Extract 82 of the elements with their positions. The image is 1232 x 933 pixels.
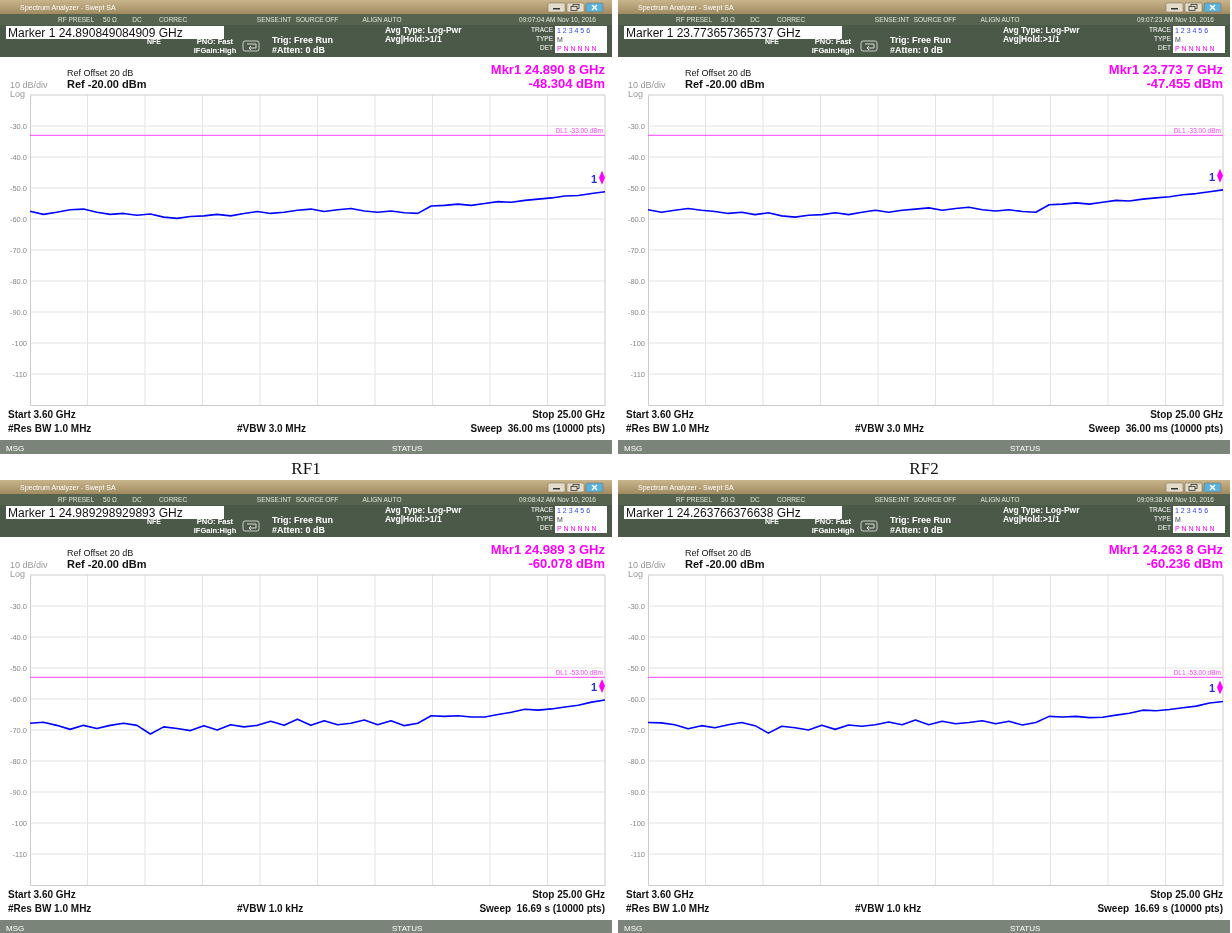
text: Stop 25.00 GHz	[532, 889, 605, 900]
text: Start 3.60 GHz	[626, 409, 694, 420]
text: -60.078 dBm	[528, 556, 605, 571]
text: STATUS	[1010, 924, 1041, 933]
line-series	[647, 189, 1224, 218]
text: #VBW 1.0 kHz	[855, 903, 922, 914]
text: Mkr1 24.890 8 GHz	[490, 62, 606, 77]
text: Log	[628, 569, 644, 579]
text: Log	[10, 89, 26, 99]
text: STATUS	[392, 444, 423, 453]
text: #Res BW 1.0 MHz	[626, 423, 710, 434]
text: Ref Offset 20 dB	[685, 548, 752, 558]
text: MSG	[6, 924, 25, 933]
text: 10 dB/div	[10, 80, 49, 90]
text: -47.455 dBm	[1146, 76, 1223, 91]
text: Ref Offset 20 dB	[67, 548, 134, 558]
text: Marker 1 24.890849084909 GHz	[8, 26, 183, 40]
text: #VBW 3.0 MHz	[237, 423, 306, 434]
text: -48.304 dBm	[528, 76, 605, 91]
text: Ref -20.00 dBm	[685, 558, 765, 570]
text: Trig: Free Run	[890, 35, 952, 45]
text: MSG	[624, 924, 643, 933]
text: 10 dB/div	[10, 560, 49, 570]
text: MSG	[624, 444, 643, 453]
text: Trig: Free Run	[272, 35, 334, 45]
line-series	[29, 699, 606, 735]
text: Log	[628, 89, 644, 99]
annotation: 1	[1208, 170, 1215, 183]
text: Trig: Free Run	[272, 515, 334, 525]
text: Avg|Hold:>1/1	[385, 34, 442, 44]
text: Mkr1 23.773 7 GHz	[1108, 62, 1224, 77]
text: Log	[10, 569, 26, 579]
text: #VBW 3.0 MHz	[855, 423, 924, 434]
text: Mkr1 24.989 3 GHz	[490, 542, 606, 557]
text: Avg|Hold:>1/1	[1003, 34, 1060, 44]
text: Avg|Hold:>1/1	[385, 514, 442, 524]
text: #Res BW 1.0 MHz	[8, 903, 92, 914]
line-series	[647, 700, 1224, 734]
text: STATUS	[1010, 444, 1041, 453]
text: Stop 25.00 GHz	[532, 409, 605, 420]
text: Sweep 36.00 ms (10000 pts)	[470, 423, 605, 434]
text: #Atten: 0 dB	[890, 45, 944, 55]
text: Stop 25.00 GHz	[1150, 889, 1223, 900]
text: -60.236 dBm	[1146, 556, 1223, 571]
text: Ref -20.00 dBm	[67, 78, 147, 90]
text: #Atten: 0 dB	[272, 525, 326, 535]
text: Ref Offset 20 dB	[67, 68, 134, 78]
text: Marker 1 23.773657365737 GHz	[626, 26, 801, 40]
text: Start 3.60 GHz	[8, 889, 76, 900]
text: Sweep 16.69 s (10000 pts)	[479, 903, 605, 914]
text: Trig: Free Run	[890, 515, 952, 525]
text: Avg Type: Log-Pwr	[385, 25, 463, 35]
annotation: 1	[1208, 682, 1215, 695]
text: Ref Offset 20 dB	[685, 68, 752, 78]
text: Avg Type: Log-Pwr	[1003, 25, 1081, 35]
text: Marker 1 24.263766376638 GHz	[626, 506, 801, 520]
text: STATUS	[392, 924, 423, 933]
text: Avg Type: Log-Pwr	[1003, 505, 1081, 515]
text: 10 dB/div	[628, 80, 667, 90]
text: Ref -20.00 dBm	[685, 78, 765, 90]
text: Sweep 16.69 s (10000 pts)	[1097, 903, 1223, 914]
text: Avg Type: Log-Pwr	[385, 505, 463, 515]
text: 10 dB/div	[628, 560, 667, 570]
text: Avg|Hold:>1/1	[1003, 514, 1060, 524]
text: RF2	[909, 459, 939, 478]
text: #Res BW 1.0 MHz	[8, 423, 92, 434]
text: MSG	[6, 444, 25, 453]
text: Sweep 36.00 ms (10000 pts)	[1088, 423, 1223, 434]
text: Marker 1 24.989298929893 GHz	[8, 506, 183, 520]
text: #Atten: 0 dB	[272, 45, 326, 55]
text: Stop 25.00 GHz	[1150, 409, 1223, 420]
text: Start 3.60 GHz	[626, 889, 694, 900]
text: #VBW 1.0 kHz	[237, 903, 304, 914]
text: #Atten: 0 dB	[890, 525, 944, 535]
text: Start 3.60 GHz	[8, 409, 76, 420]
text: Ref -20.00 dBm	[67, 558, 147, 570]
line-series	[29, 190, 606, 220]
annotation: 1	[590, 680, 597, 693]
text: Mkr1 24.263 8 GHz	[1108, 542, 1224, 557]
text: #Res BW 1.0 MHz	[626, 903, 710, 914]
annotation: 1	[590, 172, 597, 185]
text: RF1	[291, 459, 321, 478]
